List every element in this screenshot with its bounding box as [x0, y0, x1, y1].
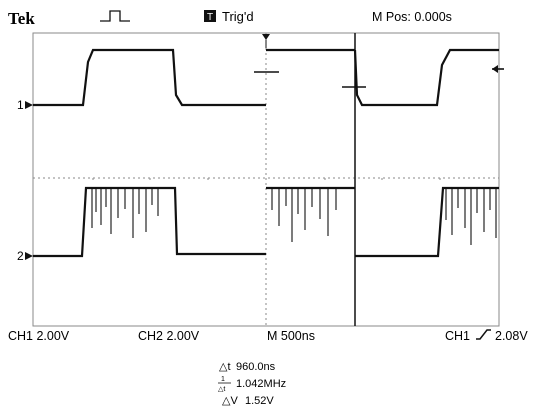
trigger-status: Trig'd — [222, 9, 254, 24]
ch2-ground-marker[interactable] — [25, 252, 33, 260]
acquisition-pulse-icon — [100, 10, 130, 22]
ch1-marker-label: 1 — [17, 98, 24, 112]
trigger-position-marker — [262, 34, 270, 40]
svg-text:△t: △t — [218, 386, 225, 393]
ch1-ground-marker[interactable] — [25, 101, 33, 109]
trigger-level-arrow-icon[interactable] — [492, 65, 498, 73]
ch2-trace — [33, 186, 499, 258]
svg-text:1: 1 — [221, 376, 225, 383]
horizontal-position-readout: M Pos: 0.000s — [372, 10, 452, 24]
cursor-measurements: △t 960.0ns 1 △t 1.042MHz △V 1.52V — [218, 361, 286, 407]
rising-edge-icon — [476, 329, 491, 340]
inverse-delta-time-value: 1.042MHz — [236, 378, 286, 390]
delta-time-symbol: △t — [219, 361, 231, 373]
ch1-trace — [33, 48, 499, 107]
ch2-marker-label: 2 — [17, 249, 24, 263]
delta-voltage-symbol: △V — [222, 395, 238, 407]
brand-label: Tek — [8, 9, 35, 28]
trigger-badge-glyph: T — [207, 12, 213, 23]
trigger-level-readout: 2.08V — [495, 329, 528, 343]
delta-time-value: 960.0ns — [236, 361, 276, 373]
ch1-scale-readout: CH1 2.00V — [8, 329, 70, 343]
trigger-badge: T — [204, 10, 216, 23]
delta-voltage-value: 1.52V — [245, 395, 274, 407]
inverse-delta-time-symbol: 1 △t — [218, 376, 231, 393]
graticule — [32, 32, 500, 327]
timebase-readout: M 500ns — [267, 329, 315, 343]
ch2-scale-readout: CH2 2.00V — [138, 329, 200, 343]
trigger-channel-readout: CH1 — [445, 329, 470, 343]
